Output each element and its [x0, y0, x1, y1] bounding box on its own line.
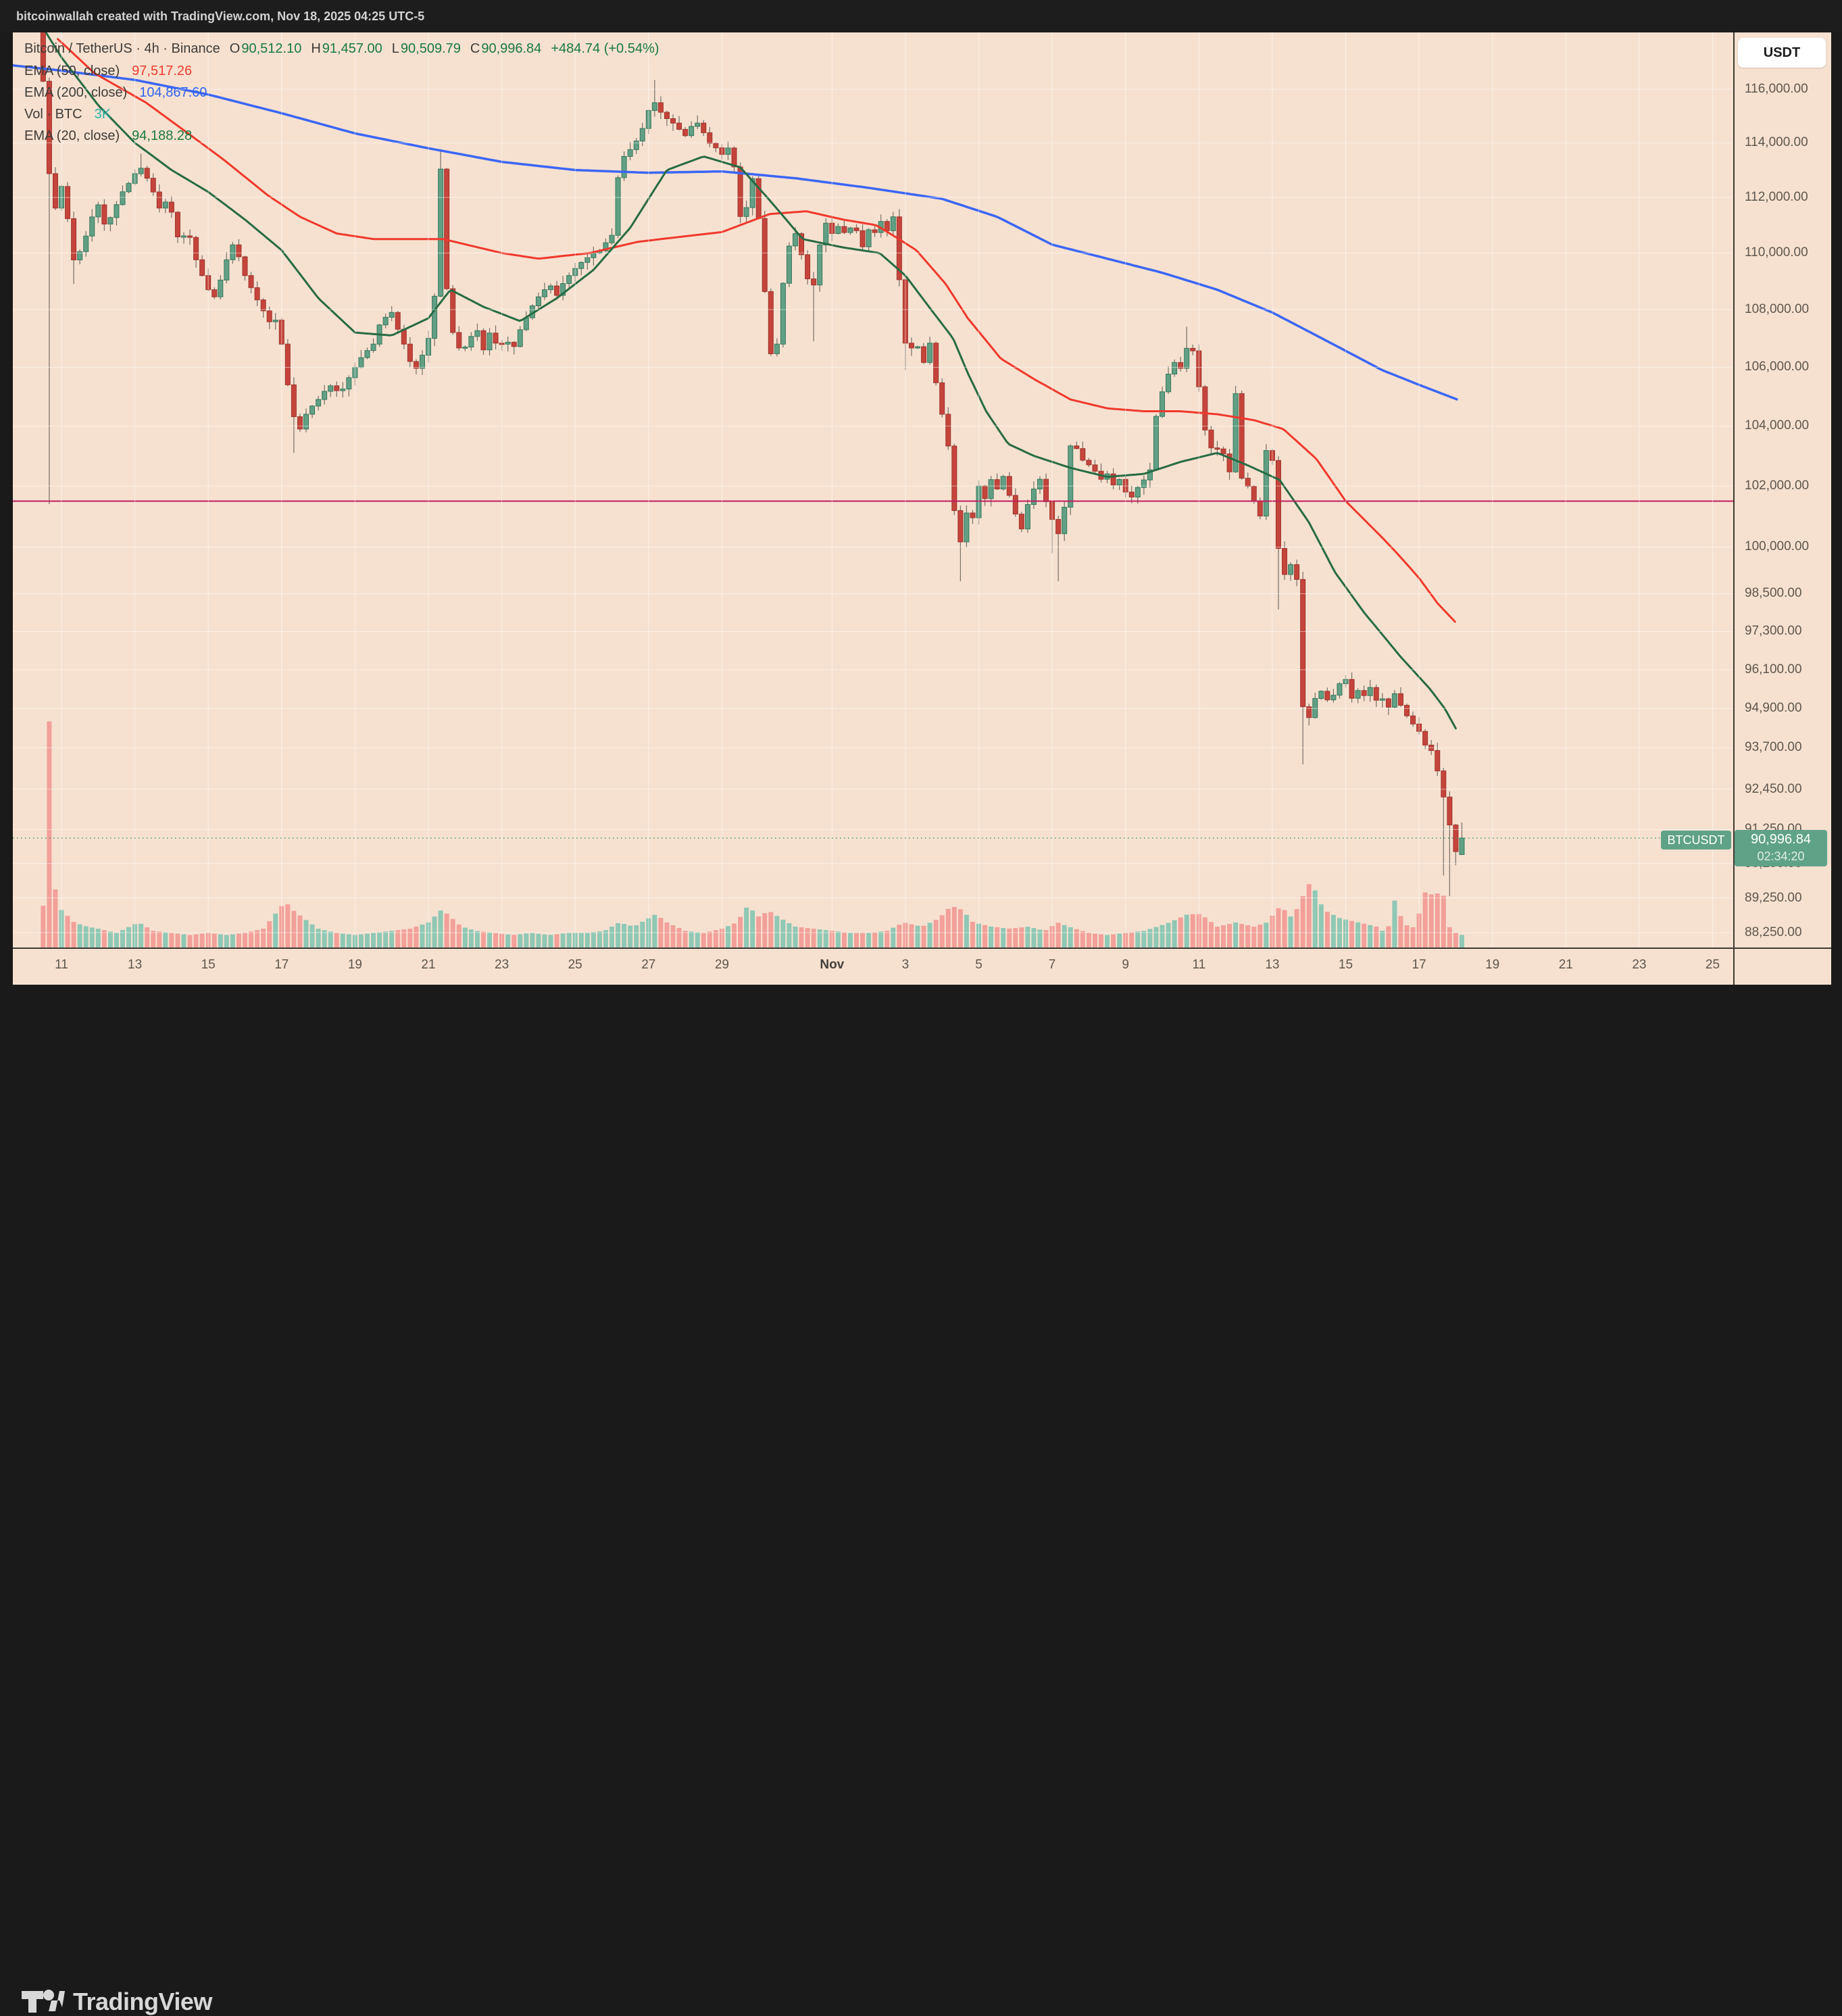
- legend-row-ema-200-close-[interactable]: EMA (200, close) 104,867.60: [24, 85, 207, 101]
- chart-widget[interactable]: [13, 32, 1831, 985]
- price-tick-label: 92,450.00: [1745, 781, 1802, 796]
- price-tick-label: 116,000.00: [1745, 82, 1808, 96]
- price-tick-label: 98,500.00: [1745, 586, 1802, 601]
- legend-row-ema-50-close-[interactable]: EMA (50, close) 97,517.26: [24, 64, 192, 79]
- price-tick-label: 102,000.00: [1745, 478, 1810, 493]
- ohlc-values: O 90,512.10 H 91,457.00 L 90,509.79 C 90,996.84: [230, 41, 542, 57]
- tradingview-logo-text: TradingView: [73, 1988, 212, 2015]
- legend-symbol-row[interactable]: Bitcoin / TetherUS · 4h · Binance O 90,51…: [24, 41, 659, 57]
- time-tick-label: 23: [495, 958, 509, 972]
- legend-row-vol-btc[interactable]: Vol · BTC 3K: [24, 107, 111, 122]
- top-attribution-bar: bitcoinwallah created with TradingView.c…: [0, 0, 1842, 32]
- ohlc-item: O 90,512.10: [229, 41, 302, 56]
- time-tick-label: 29: [714, 958, 729, 972]
- tradingview-logo[interactable]: TradingView: [20, 1988, 212, 2016]
- ema-200-line: [13, 64, 1458, 401]
- plot-area: [13, 32, 1734, 948]
- price-tick-label: 93,700.00: [1745, 740, 1802, 755]
- time-tick-label: 11: [55, 958, 68, 972]
- currency-toggle-button[interactable]: USDT: [1738, 38, 1826, 68]
- price-tick-label: 94,900.00: [1745, 701, 1802, 716]
- time-tick-label: 9: [1122, 958, 1129, 972]
- time-tick-label: 27: [641, 958, 656, 972]
- time-tick-label: 7: [1048, 958, 1056, 972]
- ohlc-item: H 91,457.00: [311, 41, 382, 56]
- time-tick-label: 21: [421, 958, 436, 972]
- time-tick-label: 15: [201, 958, 216, 972]
- time-tick-label: 19: [1485, 958, 1500, 972]
- time-tick-label: 21: [1558, 958, 1573, 972]
- price-chart-canvas[interactable]: [0, 0, 1842, 1054]
- price-tick-label: 88,250.00: [1745, 925, 1802, 939]
- current-price-label: 90,996.84 02:34:20: [1735, 830, 1827, 866]
- time-tick-label: Nov: [820, 958, 845, 972]
- price-tick-label: 100,000.00: [1745, 539, 1810, 554]
- ohlc-item: C 90,996.84: [470, 41, 542, 56]
- time-tick-label: 25: [1705, 958, 1720, 972]
- indicator-name: EMA (20, close): [24, 128, 120, 143]
- indicator-value: 104,867.60: [139, 85, 207, 100]
- price-tick-label: 104,000.00: [1745, 418, 1810, 433]
- footer-bar: TradingView: [0, 985, 1842, 2015]
- indicator-value: 97,517.26: [132, 64, 193, 78]
- current-price-value: 90,996.84: [1751, 832, 1811, 847]
- time-tick-label: 25: [568, 958, 582, 972]
- volume-bars: [41, 721, 1464, 948]
- ohlc-item: L 90,509.79: [391, 41, 461, 56]
- price-tick-label: 112,000.00: [1745, 190, 1808, 205]
- ema-20-line: [45, 32, 1457, 730]
- attribution-text: bitcoinwallah created with TradingView.c…: [16, 9, 425, 23]
- price-tick-label: 97,300.00: [1745, 624, 1802, 639]
- price-tick-label: 106,000.00: [1745, 360, 1810, 374]
- price-tick-label: 108,000.00: [1745, 302, 1810, 317]
- grid-lines: [13, 32, 1734, 948]
- legend-row-ema-20-close-[interactable]: EMA (20, close) 94,188.28: [24, 128, 192, 144]
- price-tick-label: 89,250.00: [1745, 890, 1802, 905]
- change-value: +484.74 (+0.54%): [551, 41, 659, 56]
- time-tick-label: 19: [347, 958, 362, 972]
- time-tick-label: 17: [274, 958, 289, 972]
- time-tick-label: 11: [1192, 958, 1206, 972]
- indicator-name: EMA (50, close): [24, 64, 120, 78]
- time-tick-label: 3: [901, 958, 910, 972]
- candlesticks: [40, 32, 1465, 897]
- time-tick-label: 23: [1632, 958, 1647, 972]
- time-tick-label: 17: [1412, 958, 1426, 972]
- bar-countdown: 02:34:20: [1757, 850, 1805, 863]
- price-tick-label: 110,000.00: [1745, 245, 1808, 260]
- time-tick-label: 13: [1265, 958, 1280, 972]
- symbol-title: Bitcoin / TetherUS · 4h · Binance: [24, 41, 220, 56]
- symbol-price-tag: BTCUSDT: [1661, 831, 1731, 850]
- price-tick-label: 96,100.00: [1745, 662, 1802, 677]
- indicator-name: EMA (200, close): [24, 85, 128, 100]
- time-tick-label: 15: [1338, 958, 1353, 972]
- time-tick-label: 13: [128, 958, 143, 972]
- time-tick-label: 5: [975, 958, 982, 972]
- indicator-value: 94,188.28: [132, 128, 193, 143]
- indicator-value: 3K: [94, 107, 111, 122]
- tradingview-logo-icon: [22, 1990, 65, 2013]
- price-tick-label: 114,000.00: [1745, 135, 1808, 150]
- ema-50-line: [57, 38, 1456, 623]
- indicator-name: Vol · BTC: [24, 107, 82, 122]
